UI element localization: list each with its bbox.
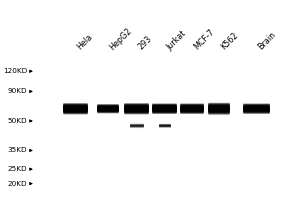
Text: K562: K562 [219,31,240,52]
Text: 35KD: 35KD [8,147,27,153]
Text: Brain: Brain [256,31,278,52]
Text: 20KD: 20KD [8,181,27,187]
Text: 90KD: 90KD [8,88,27,94]
Text: 25KD: 25KD [8,166,27,172]
Text: 293: 293 [136,35,154,52]
Text: 50KD: 50KD [8,118,27,124]
Text: Hela: Hela [76,33,95,52]
Text: HepG2: HepG2 [108,26,134,52]
Text: 120KD: 120KD [3,68,27,74]
Text: Jurkat: Jurkat [165,29,188,52]
Text: MCF-7: MCF-7 [192,28,216,52]
